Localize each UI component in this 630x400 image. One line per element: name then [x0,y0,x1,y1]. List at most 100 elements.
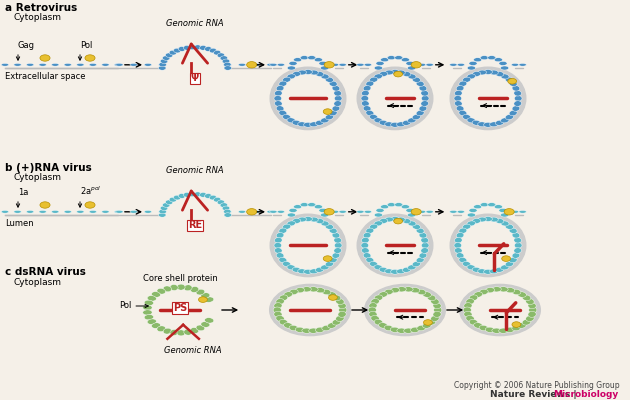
Circle shape [85,55,95,61]
Ellipse shape [488,203,496,207]
Ellipse shape [466,316,474,321]
Ellipse shape [411,327,420,332]
Ellipse shape [334,101,341,106]
Ellipse shape [301,56,309,60]
Circle shape [508,78,517,84]
Ellipse shape [390,327,399,332]
Ellipse shape [284,292,292,297]
Ellipse shape [401,205,410,209]
Ellipse shape [332,106,340,111]
Ellipse shape [177,284,185,290]
Text: Pol: Pol [119,301,132,310]
Ellipse shape [309,287,318,292]
Ellipse shape [298,122,306,127]
Ellipse shape [484,122,493,127]
Ellipse shape [159,64,166,66]
Ellipse shape [408,66,416,70]
Ellipse shape [464,303,472,309]
Ellipse shape [381,205,389,209]
Ellipse shape [402,267,411,272]
Ellipse shape [374,295,383,301]
Ellipse shape [274,242,282,248]
Circle shape [423,320,432,325]
Ellipse shape [501,221,509,226]
Circle shape [324,62,334,68]
Ellipse shape [163,286,171,292]
Ellipse shape [220,203,227,207]
Ellipse shape [184,285,192,291]
Ellipse shape [419,232,427,238]
Ellipse shape [334,248,341,253]
Ellipse shape [499,208,507,212]
Circle shape [270,284,350,336]
Ellipse shape [490,217,498,222]
Ellipse shape [364,64,372,66]
Ellipse shape [292,218,301,224]
Ellipse shape [178,46,185,51]
Ellipse shape [454,90,462,96]
Ellipse shape [363,106,371,111]
Ellipse shape [287,74,295,79]
Ellipse shape [459,228,467,234]
Ellipse shape [279,319,288,325]
Text: 2a$^{pol}$: 2a$^{pol}$ [80,184,101,197]
Ellipse shape [39,210,47,213]
Ellipse shape [307,203,316,207]
Circle shape [374,290,436,330]
Ellipse shape [512,289,521,295]
Ellipse shape [462,77,471,82]
Ellipse shape [314,58,323,62]
Ellipse shape [370,77,378,82]
Ellipse shape [411,288,420,293]
Ellipse shape [461,221,515,270]
Circle shape [469,290,531,330]
Ellipse shape [412,114,420,120]
Ellipse shape [467,66,476,70]
Ellipse shape [433,311,441,317]
Ellipse shape [173,195,181,200]
Ellipse shape [397,287,406,292]
Ellipse shape [315,267,324,272]
Ellipse shape [26,64,34,66]
Ellipse shape [512,106,520,111]
Ellipse shape [338,311,346,317]
Ellipse shape [381,58,389,62]
Ellipse shape [515,242,522,248]
Ellipse shape [335,242,342,248]
Ellipse shape [163,203,170,207]
Ellipse shape [274,303,282,309]
Ellipse shape [144,314,154,320]
Ellipse shape [101,64,109,66]
Ellipse shape [238,210,246,213]
Ellipse shape [427,295,436,301]
Ellipse shape [459,110,467,116]
Ellipse shape [512,253,520,258]
Ellipse shape [396,217,405,222]
Ellipse shape [509,81,517,86]
Ellipse shape [325,262,333,267]
Ellipse shape [362,101,369,106]
Text: Lumen: Lumen [5,219,33,228]
Ellipse shape [275,101,282,106]
Ellipse shape [147,319,156,324]
Ellipse shape [357,214,433,277]
Ellipse shape [421,242,429,248]
Ellipse shape [374,213,382,217]
Ellipse shape [514,90,522,96]
Ellipse shape [528,311,536,317]
Ellipse shape [467,74,476,79]
Ellipse shape [276,299,284,304]
Ellipse shape [519,210,527,213]
Ellipse shape [315,218,324,224]
Ellipse shape [374,118,382,123]
Ellipse shape [275,90,282,96]
Ellipse shape [522,319,531,325]
Ellipse shape [302,287,311,292]
Ellipse shape [495,72,504,76]
Ellipse shape [116,210,123,213]
Ellipse shape [406,62,414,66]
Ellipse shape [467,221,476,226]
Ellipse shape [332,319,341,325]
Ellipse shape [469,295,478,301]
Ellipse shape [374,74,382,79]
